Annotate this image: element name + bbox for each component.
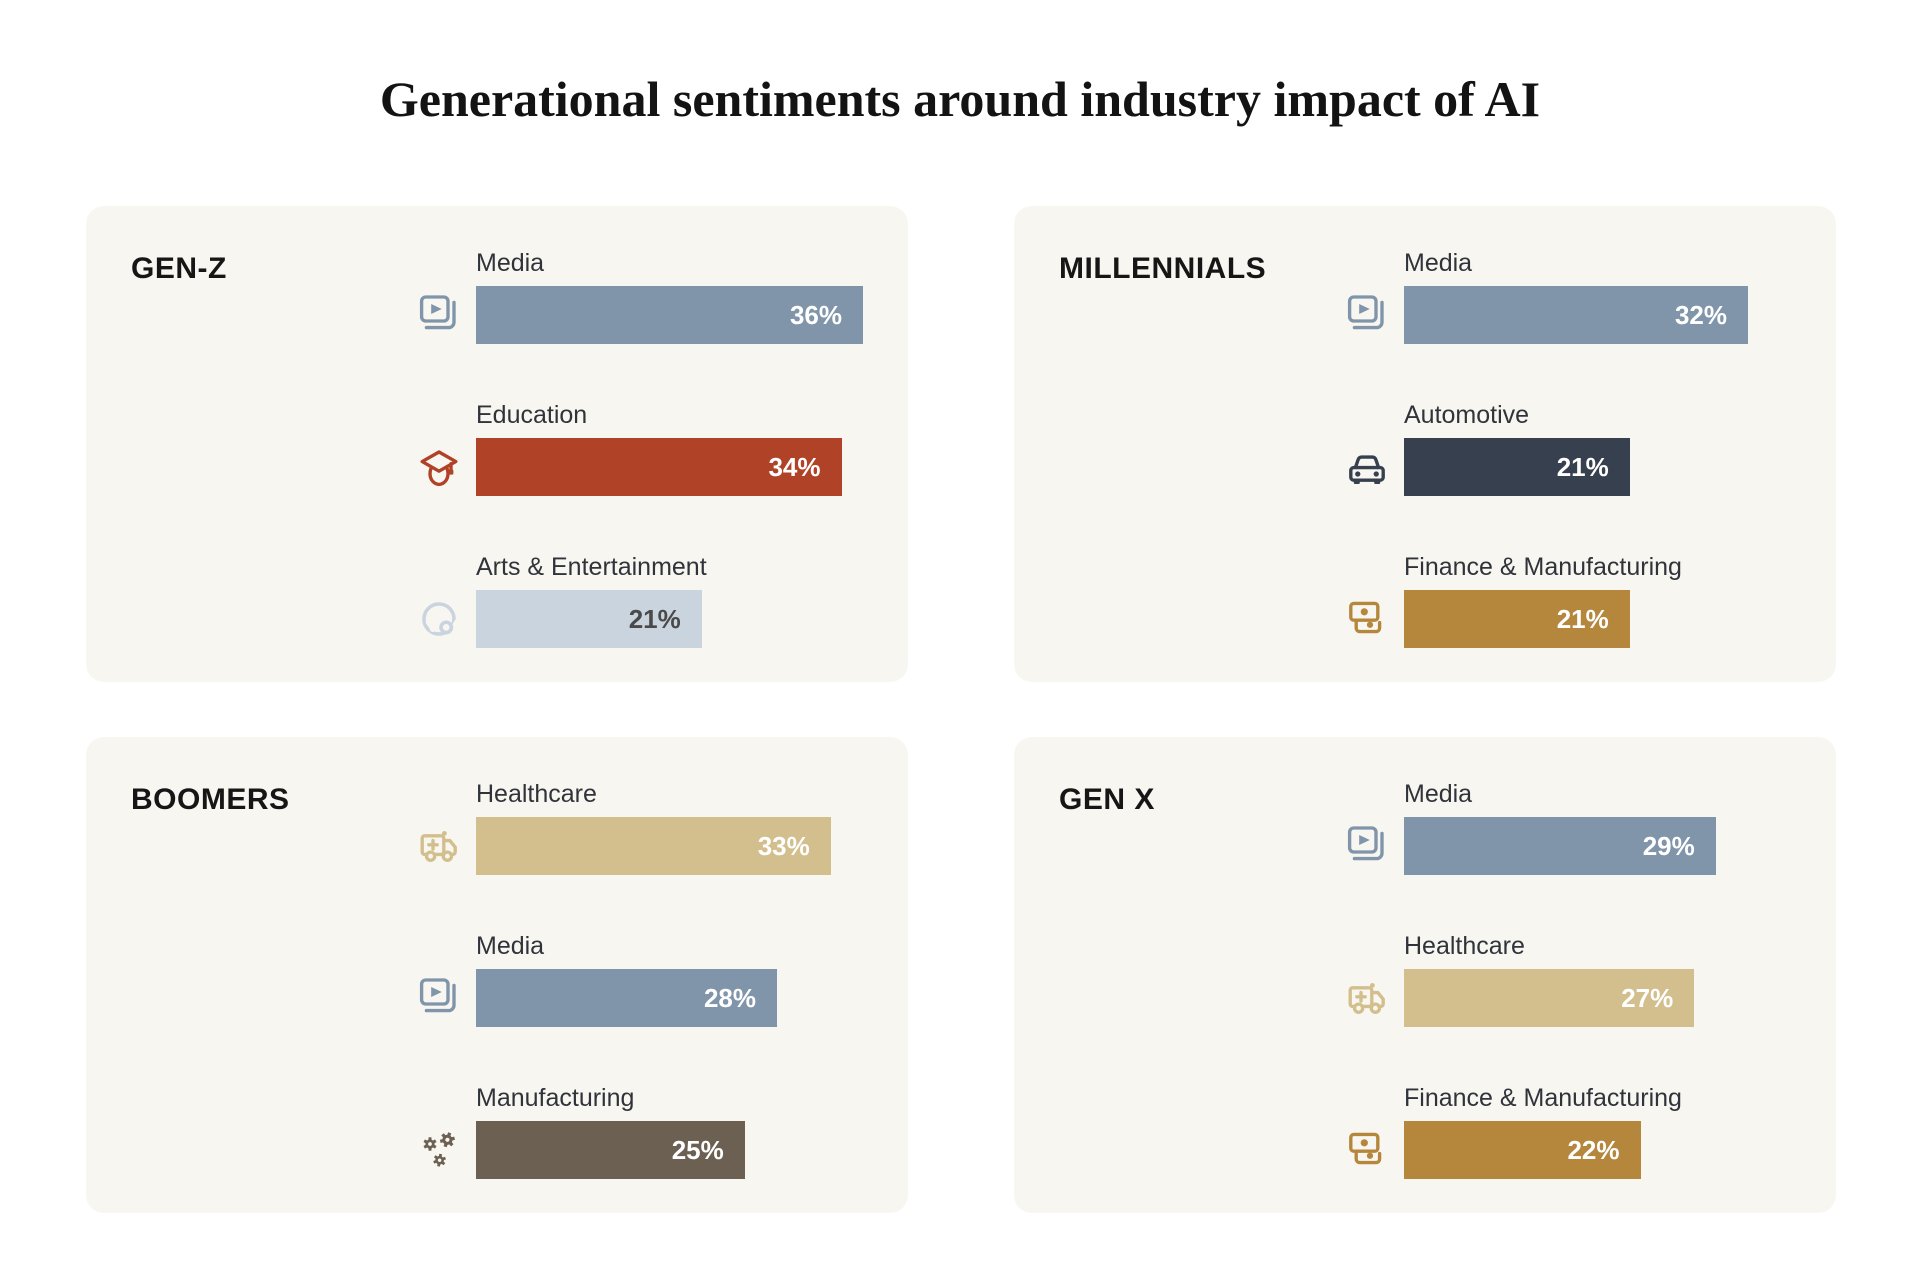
bar: 29% xyxy=(1404,817,1716,875)
bar: 21% xyxy=(1404,438,1630,496)
bar: 27% xyxy=(1404,969,1695,1027)
row-label: Automotive xyxy=(1404,401,1530,429)
chart-row: Media 32% xyxy=(1343,248,1748,344)
panel-card-gen-x: GEN X Media 29% Healthcare 27% xyxy=(1014,737,1836,1213)
bar: 33% xyxy=(476,817,831,875)
bar-value: 25% xyxy=(671,1134,724,1165)
row-label: Media xyxy=(476,249,545,277)
bar-value: 32% xyxy=(1674,299,1727,330)
bar: 21% xyxy=(1404,590,1630,648)
panel-card-millennials: MILLENNIALS Media 32% Automotive 21% xyxy=(1014,206,1836,682)
row-label: Media xyxy=(1404,249,1473,277)
bar-value: 28% xyxy=(703,982,756,1013)
chart-row: Media 29% xyxy=(1343,779,1716,875)
ambulance-icon xyxy=(415,822,463,870)
panel-grid: GEN-Z Media 36% Education 34% xyxy=(86,206,1836,1213)
ambulance-icon xyxy=(1343,974,1391,1022)
gears-icon xyxy=(415,1126,463,1174)
bar: 22% xyxy=(1404,1121,1641,1179)
bar: 36% xyxy=(476,286,863,344)
row-label: Finance & Manufacturing xyxy=(1404,553,1682,581)
row-label: Finance & Manufacturing xyxy=(1404,1084,1682,1112)
panel-card-gen-z: GEN-Z Media 36% Education 34% xyxy=(86,206,908,682)
graduation-student-icon xyxy=(415,443,463,491)
media-icon xyxy=(415,974,463,1022)
row-label: Healthcare xyxy=(1404,932,1525,960)
palette-icon xyxy=(415,595,463,643)
row-label: Media xyxy=(1404,780,1473,808)
bar-value: 21% xyxy=(628,603,681,634)
bar-value: 27% xyxy=(1621,982,1674,1013)
panel-heading: BOOMERS xyxy=(131,783,290,816)
page-title: Generational sentiments around industry … xyxy=(379,71,1541,127)
bar: 28% xyxy=(476,969,777,1027)
chart-row: Automotive 21% xyxy=(1343,400,1748,496)
bar-value: 21% xyxy=(1556,603,1609,634)
car-icon xyxy=(1343,443,1391,491)
bar-value: 22% xyxy=(1567,1134,1620,1165)
chart-row: Media 36% xyxy=(415,248,863,344)
chart-row: Finance & Manufacturing 21% xyxy=(1343,552,1748,648)
media-icon xyxy=(415,291,463,339)
bar-value: 36% xyxy=(789,299,842,330)
bar-value: 29% xyxy=(1642,830,1695,861)
bar-value: 34% xyxy=(768,451,821,482)
row-label: Media xyxy=(476,932,545,960)
cash-drawer-icon xyxy=(1343,1126,1391,1174)
media-icon xyxy=(1343,822,1391,870)
cash-drawer-icon xyxy=(1343,595,1391,643)
media-icon xyxy=(1343,291,1391,339)
panel-card-boomers: BOOMERS Healthcare 33% Media 28% xyxy=(86,737,908,1213)
bar: 34% xyxy=(476,438,842,496)
row-label: Arts & Entertainment xyxy=(476,553,707,581)
bar: 25% xyxy=(476,1121,745,1179)
panel-heading: GEN-Z xyxy=(131,252,227,285)
chart-row: Arts & Entertainment 21% xyxy=(415,552,863,648)
bar: 21% xyxy=(476,590,702,648)
panel-heading: MILLENNIALS xyxy=(1059,252,1267,285)
chart-row: Education 34% xyxy=(415,400,863,496)
row-label: Healthcare xyxy=(476,780,597,808)
row-label: Manufacturing xyxy=(476,1084,635,1112)
chart-row: Healthcare 27% xyxy=(1343,931,1716,1027)
panel-heading: GEN X xyxy=(1059,783,1155,816)
chart-row: Finance & Manufacturing 22% xyxy=(1343,1083,1716,1179)
chart-row: Media 28% xyxy=(415,931,831,1027)
chart-row: Manufacturing 25% xyxy=(415,1083,831,1179)
bar-value: 33% xyxy=(757,830,810,861)
row-label: Education xyxy=(476,401,588,429)
chart-row: Healthcare 33% xyxy=(415,779,831,875)
bar-value: 21% xyxy=(1556,451,1609,482)
bar: 32% xyxy=(1404,286,1748,344)
